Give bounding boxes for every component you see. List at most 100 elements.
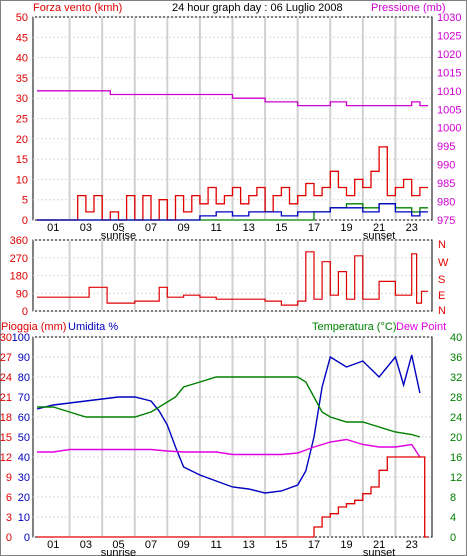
rain-tick-label: 30 <box>0 332 12 344</box>
direction-label-w: W <box>438 257 449 269</box>
rain-tick-label: 21 <box>0 392 12 404</box>
temperature-axis-label: Temperatura (°C) <box>312 321 396 333</box>
humidity-tick-label: 10 <box>18 512 30 524</box>
rain-tick-label: 3 <box>6 512 12 524</box>
temperature-tick-label: 28 <box>450 392 462 404</box>
sunset-label: sunset <box>363 547 395 556</box>
humidity-tick-label: 80 <box>18 372 30 384</box>
hour-tick-label: 13 <box>243 222 255 234</box>
average-wind-line <box>37 203 428 221</box>
wind-tick-label: 5 <box>22 195 28 207</box>
pressure-tick-label: 1000 <box>437 123 461 135</box>
humidity-tick-label: 60 <box>18 412 30 424</box>
direction-tick-label: 90 <box>16 288 28 300</box>
temperature-tick-label: 16 <box>450 452 462 464</box>
humidity-tick-label: 30 <box>18 472 30 484</box>
rain-tick-label: 15 <box>0 432 12 444</box>
sunrise-label: sunrise <box>101 230 136 242</box>
hour-tick-label: 11 <box>210 539 221 551</box>
wind-tick-label: 40 <box>16 53 28 65</box>
hour-tick-label: 21 <box>373 539 385 551</box>
pressure-tick-label: 995 <box>437 141 455 153</box>
wind-direction-line <box>37 251 428 306</box>
wind-tick-label: 50 <box>16 12 28 24</box>
rain-tick-label: 0 <box>6 532 12 544</box>
pressure-tick-label: 1020 <box>437 49 461 61</box>
pressure-line <box>37 90 428 107</box>
pressure-tick-label: 1010 <box>437 86 461 98</box>
humidity-tick-label: 100 <box>12 332 30 344</box>
direction-label-n-top: N <box>438 239 446 251</box>
hour-tick-label: 15 <box>275 539 287 551</box>
pressure-tick-label: 985 <box>437 178 455 190</box>
temperature-tick-label: 32 <box>450 372 462 384</box>
temperature-tick-label: 24 <box>450 412 462 424</box>
hour-tick-label: 07 <box>145 222 157 234</box>
wind-axis-label: Forza vento (kmh) <box>33 2 122 14</box>
rain-line <box>37 456 428 538</box>
temperature-tick-label: 40 <box>450 332 462 344</box>
hour-tick-label: 21 <box>373 222 385 234</box>
hour-tick-label: 09 <box>178 222 190 234</box>
humidity-tick-label: 40 <box>18 452 30 464</box>
hour-tick-label: 03 <box>80 539 92 551</box>
rain-tick-label: 27 <box>0 352 12 364</box>
humidity-tick-label: 90 <box>18 352 30 364</box>
hour-tick-label: 11 <box>210 222 221 234</box>
humidity-tick-label: 70 <box>18 392 30 404</box>
rain-tick-label: 9 <box>6 472 12 484</box>
hour-tick-label: 01 <box>47 222 59 234</box>
rain-tick-label: 6 <box>6 492 12 504</box>
wind-tick-label: 30 <box>16 93 28 105</box>
direction-tick-label: 270 <box>10 253 28 265</box>
hour-tick-label: 23 <box>406 539 418 551</box>
sunset-label: sunset <box>363 230 395 242</box>
hour-tick-label: 05 <box>112 222 124 234</box>
hour-tick-label: 19 <box>340 539 352 551</box>
temperature-tick-label: 4 <box>450 512 456 524</box>
rain-axis-label: Pioggia (mm) <box>1 321 66 333</box>
hour-tick-label: 23 <box>406 222 418 234</box>
humidity-line <box>36 354 421 494</box>
pressure-tick-label: 975 <box>437 215 455 227</box>
hour-tick-label: 01 <box>47 539 59 551</box>
hour-tick-label: 05 <box>112 539 124 551</box>
dewpoint-axis-label: Dew Point <box>396 321 446 333</box>
direction-tick-label: 360 <box>10 235 28 247</box>
hour-tick-label: 07 <box>145 539 157 551</box>
direction-label-e: E <box>438 290 445 302</box>
pressure-tick-label: 1005 <box>437 104 461 116</box>
rain-tick-label: 12 <box>0 452 12 464</box>
direction-label-n-bottom: N <box>438 305 446 317</box>
wind-tick-label: 25 <box>16 114 28 126</box>
dewpoint-line <box>37 438 421 458</box>
pressure-tick-label: 990 <box>437 160 455 172</box>
hour-tick-label: 13 <box>243 539 255 551</box>
temperature-tick-label: 20 <box>450 432 462 444</box>
direction-tick-label: 180 <box>10 271 28 283</box>
temperature-line <box>37 376 421 438</box>
humidity-tick-label: 50 <box>18 432 30 444</box>
pressure-axis-label: Pressione (mb) <box>371 2 446 14</box>
pressure-tick-label: 980 <box>437 197 455 209</box>
wind-tick-label: 35 <box>16 73 28 85</box>
direction-tick-label: 0 <box>22 306 28 318</box>
wind-tick-label: 20 <box>16 134 28 146</box>
hour-tick-label: 15 <box>275 222 287 234</box>
hour-tick-label: 03 <box>80 222 92 234</box>
pressure-tick-label: 1030 <box>437 12 461 24</box>
wind-tick-label: 0 <box>22 215 28 227</box>
temperature-tick-label: 12 <box>450 472 462 484</box>
temperature-tick-label: 36 <box>450 352 462 364</box>
wind-tick-label: 45 <box>16 32 28 44</box>
humidity-axis-label: Umidita % <box>68 321 118 333</box>
humidity-tick-label: 0 <box>24 532 30 544</box>
hour-tick-label: 17 <box>308 539 320 551</box>
hour-tick-label: 09 <box>178 539 190 551</box>
chart-title: 24 hour graph day : 06 Luglio 2008 <box>172 2 343 14</box>
direction-label-s: S <box>438 274 445 286</box>
wind-speed-line <box>37 146 428 221</box>
hour-tick-label: 19 <box>340 222 352 234</box>
wind-tick-label: 15 <box>16 154 28 166</box>
wind-tick-label: 10 <box>16 174 28 186</box>
